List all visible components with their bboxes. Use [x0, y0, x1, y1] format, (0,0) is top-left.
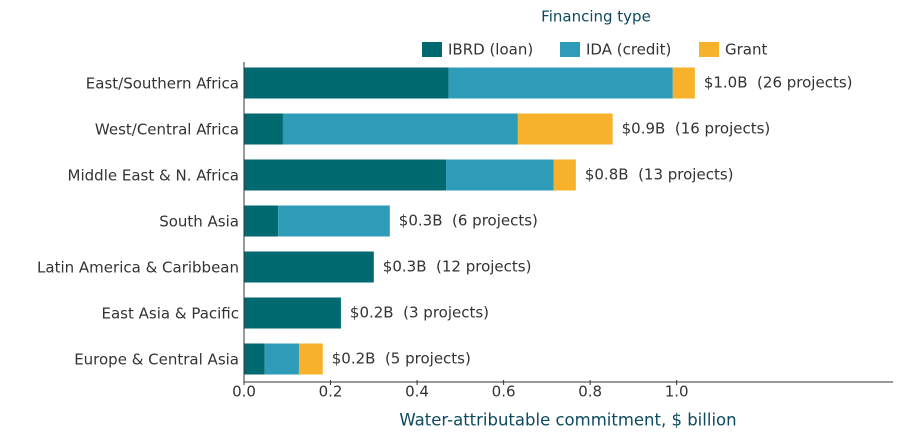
bar-segment [448, 67, 673, 99]
legend-swatch [699, 42, 719, 57]
y-tick-label: South Asia [159, 213, 239, 231]
legend-label: Grant [725, 41, 767, 59]
total-label: $0.3B (12 projects) [383, 258, 532, 276]
x-tick-label: 0.6 [492, 383, 516, 401]
y-tick-label: Latin America & Caribbean [37, 259, 239, 277]
x-tick-label: 0.4 [405, 383, 429, 401]
total-label: $0.9B (16 projects) [622, 120, 771, 138]
x-tick-label: 1.0 [665, 383, 689, 401]
total-label: $0.2B (3 projects) [350, 304, 489, 322]
bar-segment [244, 251, 374, 283]
total-label: $0.3B (6 projects) [399, 212, 538, 230]
total-label: $0.2B (5 projects) [332, 350, 471, 368]
total-label: $0.8B (13 projects) [585, 166, 734, 184]
bar-segment [244, 297, 341, 329]
x-tick-label: 0.8 [578, 383, 602, 401]
x-tick-label: 0.0 [232, 383, 256, 401]
bar-segment [672, 67, 695, 99]
bar-segment [264, 343, 299, 375]
bar-segment [298, 343, 323, 375]
bar-segment [244, 159, 447, 191]
legend-swatch [560, 42, 580, 57]
bar-segment [278, 205, 390, 237]
y-tick-label: East/Southern Africa [86, 75, 239, 93]
bar-segment [282, 113, 518, 145]
bar-segment [244, 113, 283, 145]
bar-segment [244, 67, 449, 99]
legend-label: IDA (credit) [586, 41, 671, 59]
bar-segment [517, 113, 613, 145]
y-tick-label: Europe & Central Asia [74, 351, 239, 369]
total-label: $1.0B (26 projects) [704, 74, 853, 92]
y-tick-label: East Asia & Pacific [102, 305, 239, 323]
x-axis-label: Water-attributable commitment, $ billion [399, 411, 736, 430]
legend-title: Financing type [541, 8, 651, 26]
y-tick-label: West/Central Africa [95, 121, 239, 139]
bar-segment [446, 159, 554, 191]
x-tick-label: 0.2 [319, 383, 343, 401]
bar-segment [553, 159, 576, 191]
legend-label: IBRD (loan) [448, 41, 533, 59]
bar-segment [244, 205, 279, 237]
bar-segment [244, 343, 265, 375]
y-tick-label: Middle East & N. Africa [68, 167, 239, 185]
legend-swatch [422, 42, 442, 57]
